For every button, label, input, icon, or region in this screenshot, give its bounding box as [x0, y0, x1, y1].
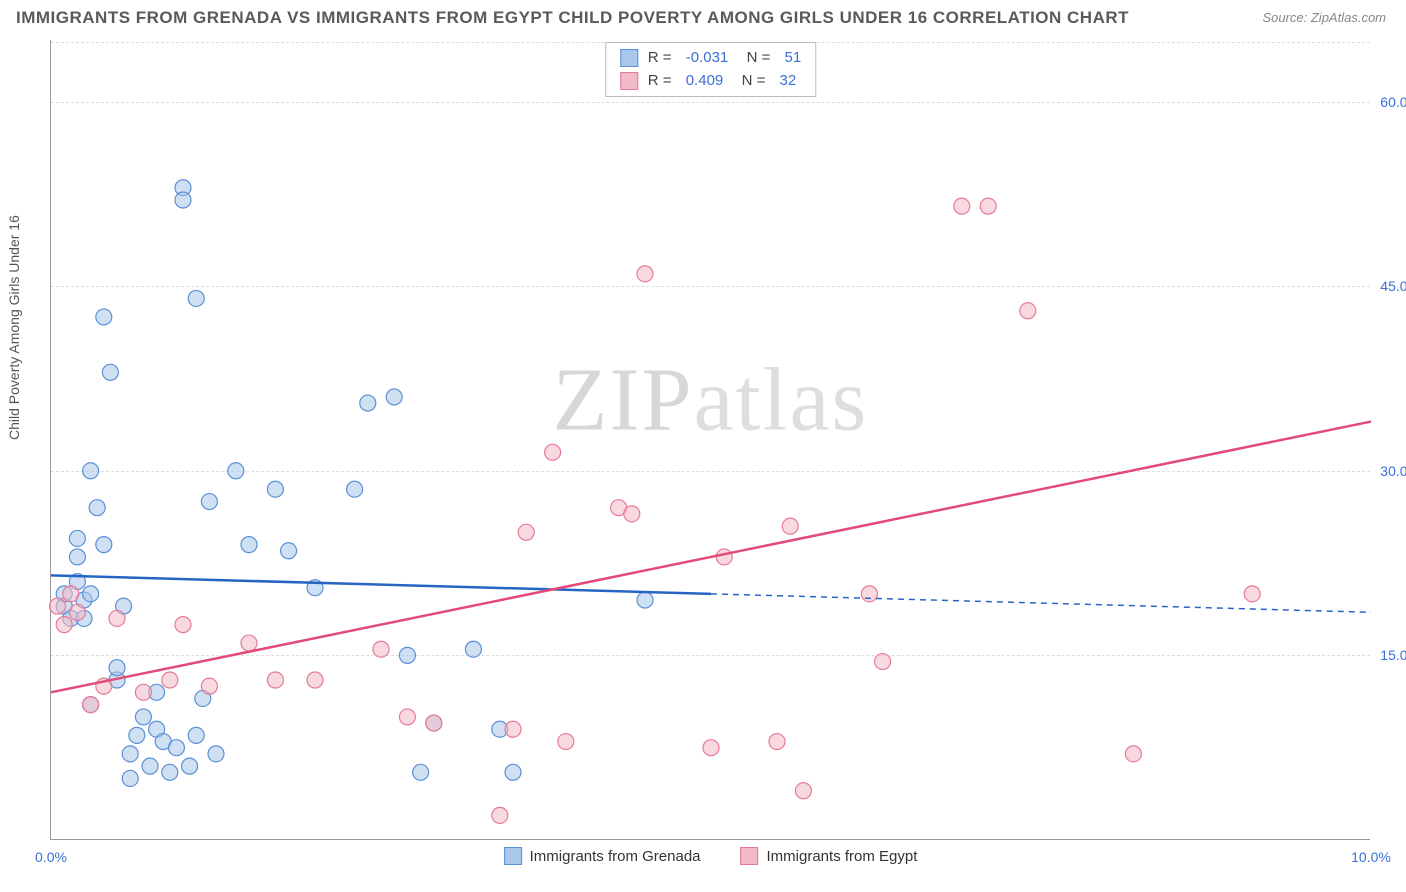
- scatter-point: [1244, 586, 1260, 602]
- scatter-point: [96, 309, 112, 325]
- scatter-point: [109, 610, 125, 626]
- scatter-point: [386, 389, 402, 405]
- scatter-point: [637, 592, 653, 608]
- scatter-point: [399, 647, 415, 663]
- scatter-point: [201, 494, 217, 510]
- scatter-point: [980, 198, 996, 214]
- stats-box: R = -0.031 N = 51 R = 0.409 N = 32: [605, 42, 816, 97]
- scatter-point: [50, 598, 66, 614]
- scatter-point: [188, 290, 204, 306]
- scatter-point: [83, 463, 99, 479]
- scatter-point: [954, 198, 970, 214]
- scatter-point: [505, 764, 521, 780]
- scatter-point: [360, 395, 376, 411]
- chart-svg: [51, 40, 1370, 839]
- scatter-point: [63, 586, 79, 602]
- scatter-point: [1020, 303, 1036, 319]
- scatter-point: [769, 734, 785, 750]
- scatter-point: [347, 481, 363, 497]
- scatter-point: [782, 518, 798, 534]
- y-tick-label: 30.0%: [1380, 463, 1406, 479]
- chart-title: IMMIGRANTS FROM GRENADA VS IMMIGRANTS FR…: [16, 8, 1129, 28]
- scatter-point: [426, 715, 442, 731]
- legend-item-grenada: Immigrants from Grenada: [504, 847, 701, 865]
- scatter-point: [716, 549, 732, 565]
- scatter-point: [188, 727, 204, 743]
- scatter-point: [703, 740, 719, 756]
- scatter-point: [56, 617, 72, 633]
- scatter-point: [122, 746, 138, 762]
- scatter-point: [83, 697, 99, 713]
- scatter-point: [465, 641, 481, 657]
- x-tick-label: 0.0%: [35, 849, 67, 865]
- scatter-point: [175, 617, 191, 633]
- y-axis-label: Child Poverty Among Girls Under 16: [6, 215, 22, 440]
- scatter-point: [109, 660, 125, 676]
- scatter-point: [399, 709, 415, 725]
- scatter-point: [505, 721, 521, 737]
- swatch-egypt: [620, 72, 638, 90]
- scatter-point: [267, 672, 283, 688]
- scatter-point: [492, 807, 508, 823]
- scatter-point: [241, 635, 257, 651]
- x-tick-label: 10.0%: [1351, 849, 1391, 865]
- scatter-point: [267, 481, 283, 497]
- scatter-point: [142, 758, 158, 774]
- scatter-point: [201, 678, 217, 694]
- scatter-point: [168, 740, 184, 756]
- scatter-point: [241, 537, 257, 553]
- regression-line-extrapolated: [711, 594, 1371, 612]
- source-attribution: Source: ZipAtlas.com: [1262, 10, 1386, 25]
- scatter-point: [96, 537, 112, 553]
- scatter-point: [162, 672, 178, 688]
- scatter-point: [373, 641, 389, 657]
- scatter-point: [1125, 746, 1141, 762]
- scatter-point: [69, 604, 85, 620]
- scatter-point: [102, 364, 118, 380]
- scatter-point: [89, 500, 105, 516]
- scatter-point: [637, 266, 653, 282]
- scatter-point: [175, 192, 191, 208]
- r-value-grenada: -0.031: [686, 47, 729, 70]
- scatter-point: [413, 764, 429, 780]
- scatter-point: [83, 586, 99, 602]
- n-value-grenada: 51: [785, 47, 802, 70]
- plot-area: ZIPatlas 15.0%30.0%45.0%60.0% R = -0.031…: [50, 40, 1370, 840]
- y-tick-label: 15.0%: [1380, 647, 1406, 663]
- scatter-point: [208, 746, 224, 762]
- scatter-point: [162, 764, 178, 780]
- scatter-point: [135, 684, 151, 700]
- stats-row-egypt: R = 0.409 N = 32: [620, 70, 801, 93]
- legend-label-egypt: Immigrants from Egypt: [767, 848, 918, 865]
- scatter-point: [122, 770, 138, 786]
- y-tick-label: 45.0%: [1380, 278, 1406, 294]
- scatter-point: [182, 758, 198, 774]
- scatter-point: [69, 530, 85, 546]
- scatter-point: [795, 783, 811, 799]
- swatch-grenada: [620, 49, 638, 67]
- scatter-point: [545, 444, 561, 460]
- scatter-point: [307, 672, 323, 688]
- n-value-egypt: 32: [780, 70, 797, 93]
- scatter-point: [228, 463, 244, 479]
- legend-swatch-egypt: [741, 847, 759, 865]
- legend-item-egypt: Immigrants from Egypt: [741, 847, 918, 865]
- scatter-point: [135, 709, 151, 725]
- r-value-egypt: 0.409: [686, 70, 724, 93]
- y-tick-label: 60.0%: [1380, 94, 1406, 110]
- scatter-point: [861, 586, 877, 602]
- scatter-point: [281, 543, 297, 559]
- regression-line: [51, 422, 1371, 693]
- stats-row-grenada: R = -0.031 N = 51: [620, 47, 801, 70]
- scatter-point: [875, 654, 891, 670]
- bottom-legend: Immigrants from Grenada Immigrants from …: [504, 847, 918, 865]
- legend-label-grenada: Immigrants from Grenada: [530, 848, 701, 865]
- scatter-point: [69, 549, 85, 565]
- scatter-point: [624, 506, 640, 522]
- scatter-point: [518, 524, 534, 540]
- scatter-point: [129, 727, 145, 743]
- scatter-point: [558, 734, 574, 750]
- legend-swatch-grenada: [504, 847, 522, 865]
